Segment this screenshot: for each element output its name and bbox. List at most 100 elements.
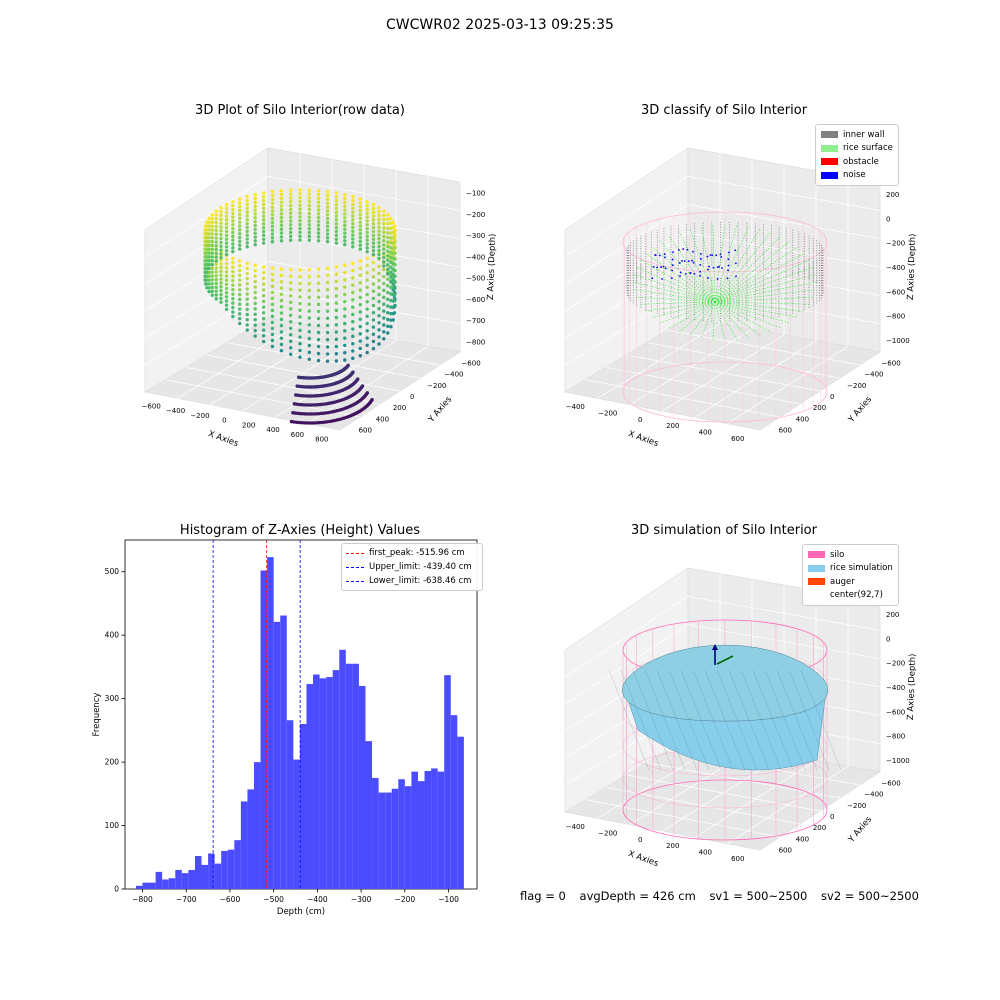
z-axis-label: Z Axies (Depth) xyxy=(906,233,918,300)
data-point xyxy=(270,216,275,221)
data-point xyxy=(307,196,312,200)
y-axis-label: Y Axies xyxy=(846,814,874,845)
legend-item-noise: noise xyxy=(821,169,893,183)
histogram-bar xyxy=(194,856,202,889)
rice-surface-points xyxy=(714,228,761,303)
data-point xyxy=(253,235,257,239)
data-point xyxy=(365,242,369,246)
rice-surface-points xyxy=(714,252,805,303)
data-point xyxy=(261,339,266,344)
noise-point xyxy=(692,250,694,253)
data-point xyxy=(261,222,266,226)
data-point xyxy=(365,307,369,311)
data-point xyxy=(270,205,275,209)
data-point xyxy=(214,255,218,259)
histogram-bar xyxy=(149,882,156,889)
data-point xyxy=(377,229,381,233)
data-point xyxy=(325,280,330,285)
data-point xyxy=(307,226,312,231)
data-point xyxy=(365,250,369,254)
data-point xyxy=(343,314,347,318)
y-tick-label: −200 xyxy=(847,802,866,810)
data-point xyxy=(210,255,214,259)
data-point xyxy=(343,223,347,228)
data-point xyxy=(288,219,293,223)
data-point xyxy=(365,226,369,231)
data-point xyxy=(314,412,319,416)
silo-swatch xyxy=(808,551,825,559)
data-point xyxy=(219,248,223,252)
data-point xyxy=(245,210,249,214)
data-point xyxy=(288,339,293,343)
data-point xyxy=(292,402,297,406)
classify-3d-plot[interactable]: −400 −200 0 200 400 600 X Axies −600 −400 −200 0 20… xyxy=(540,130,920,460)
data-point xyxy=(334,272,339,276)
data-point xyxy=(343,208,347,212)
data-point xyxy=(253,196,257,201)
rice-surface-points xyxy=(714,301,811,305)
data-point xyxy=(307,412,312,416)
data-point xyxy=(307,330,312,334)
data-point xyxy=(214,236,218,240)
data-point xyxy=(245,241,249,245)
raw-3d-plot[interactable]: −600 −400 −200 0 200 400 600 800 X Axies −600 −400… xyxy=(120,130,500,460)
data-point xyxy=(343,351,347,355)
rice-surface-points xyxy=(714,224,738,303)
data-point xyxy=(205,286,209,290)
data-point xyxy=(238,228,242,232)
x-tick-label: 600 xyxy=(731,855,744,863)
data-point xyxy=(231,207,235,212)
data-point xyxy=(224,266,229,270)
data-point xyxy=(371,282,376,286)
data-point xyxy=(245,287,249,291)
data-point xyxy=(307,188,312,192)
legend-item-upper-limit: Upper_limit: -439.40 cm xyxy=(346,560,478,574)
y-tick-label: 200 xyxy=(813,404,826,412)
data-point xyxy=(288,207,293,212)
data-point xyxy=(392,251,397,256)
x-tick-label: −800 xyxy=(132,895,153,904)
noise-point xyxy=(687,260,690,263)
simulation-3d-plot[interactable]: −400 −200 0 200 400 600 X Axies −600 −400 −200 0 20… xyxy=(540,550,920,880)
y-tick-label: −400 xyxy=(864,371,883,379)
noise-point xyxy=(711,254,714,257)
data-point xyxy=(371,318,376,322)
z-tick-label: −400 xyxy=(886,684,905,692)
data-point xyxy=(288,211,293,215)
data-point xyxy=(219,296,223,301)
data-point xyxy=(343,193,347,197)
histogram-bar xyxy=(332,670,340,889)
data-point xyxy=(298,348,302,353)
depth-histogram[interactable]: −800 −700 −600 −500 −400 −300 −200 −100 0 100 200 3… xyxy=(80,530,490,920)
noise-point xyxy=(708,265,711,268)
data-point xyxy=(389,285,393,290)
y-axis-label: Y Axies xyxy=(426,394,454,425)
grid-line xyxy=(564,204,689,285)
data-point xyxy=(316,208,321,212)
x-tick-label: 200 xyxy=(242,421,255,429)
data-point xyxy=(298,342,302,346)
data-point xyxy=(386,277,390,281)
data-point xyxy=(325,323,330,328)
data-point xyxy=(392,279,397,283)
x-tick-label: 0 xyxy=(638,836,642,844)
rice-surface-points xyxy=(678,231,716,303)
data-point xyxy=(270,296,275,301)
noise-point xyxy=(728,251,730,254)
data-point xyxy=(316,196,321,201)
data-point xyxy=(307,203,312,208)
data-point xyxy=(224,261,229,266)
histogram-bar xyxy=(201,864,209,889)
data-point xyxy=(382,323,386,327)
data-point xyxy=(231,314,235,319)
data-point xyxy=(219,277,223,281)
data-point xyxy=(365,336,369,340)
data-point xyxy=(365,200,369,204)
data-point xyxy=(298,328,302,333)
noise-point xyxy=(684,273,687,275)
data-point xyxy=(219,244,223,248)
legend-label: silo xyxy=(830,549,845,560)
data-point xyxy=(245,221,249,226)
legend-item-silo: silo xyxy=(808,548,893,562)
legend-item-first-peak: first_peak: -515.96 cm xyxy=(346,546,478,560)
